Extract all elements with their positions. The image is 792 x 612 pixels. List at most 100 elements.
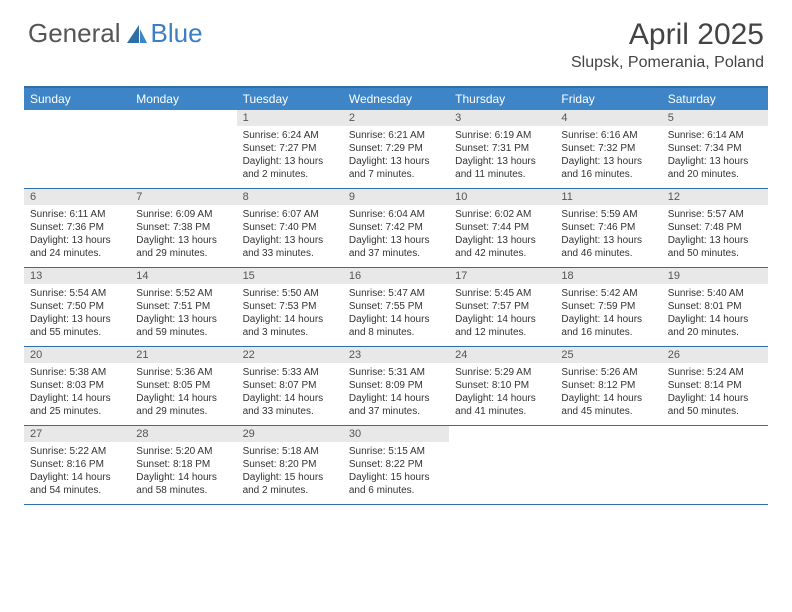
daylight1-text: Daylight: 14 hours <box>561 392 655 405</box>
sunrise-text: Sunrise: 6:02 AM <box>455 208 549 221</box>
day-info: Sunrise: 5:22 AMSunset: 8:16 PMDaylight:… <box>24 442 130 501</box>
sunset-text: Sunset: 8:14 PM <box>668 379 762 392</box>
calendar-cell: 16Sunrise: 5:47 AMSunset: 7:55 PMDayligh… <box>343 268 449 346</box>
sunset-text: Sunset: 7:29 PM <box>349 142 443 155</box>
daylight2-text: and 45 minutes. <box>561 405 655 418</box>
daylight2-text: and 50 minutes. <box>668 405 762 418</box>
date-number: 19 <box>662 268 768 284</box>
daylight1-text: Daylight: 14 hours <box>243 392 337 405</box>
daylight1-text: Daylight: 14 hours <box>668 313 762 326</box>
day-info: Sunrise: 5:47 AMSunset: 7:55 PMDaylight:… <box>343 284 449 343</box>
daylight1-text: Daylight: 13 hours <box>455 155 549 168</box>
daylight1-text: Daylight: 13 hours <box>136 234 230 247</box>
calendar-cell <box>555 426 661 504</box>
day-info: Sunrise: 5:20 AMSunset: 8:18 PMDaylight:… <box>130 442 236 501</box>
week-row: 20Sunrise: 5:38 AMSunset: 8:03 PMDayligh… <box>24 347 768 426</box>
day-info: Sunrise: 5:54 AMSunset: 7:50 PMDaylight:… <box>24 284 130 343</box>
daylight2-text: and 46 minutes. <box>561 247 655 260</box>
day-info: Sunrise: 6:21 AMSunset: 7:29 PMDaylight:… <box>343 126 449 185</box>
sunset-text: Sunset: 7:27 PM <box>243 142 337 155</box>
daylight1-text: Daylight: 15 hours <box>243 471 337 484</box>
day-info: Sunrise: 5:52 AMSunset: 7:51 PMDaylight:… <box>130 284 236 343</box>
daylight2-text: and 6 minutes. <box>349 484 443 497</box>
sunrise-text: Sunrise: 6:16 AM <box>561 129 655 142</box>
date-number: 25 <box>555 347 661 363</box>
daylight2-text: and 59 minutes. <box>136 326 230 339</box>
calendar-cell: 2Sunrise: 6:21 AMSunset: 7:29 PMDaylight… <box>343 110 449 188</box>
sunset-text: Sunset: 7:34 PM <box>668 142 762 155</box>
sunrise-text: Sunrise: 5:31 AM <box>349 366 443 379</box>
calendar-cell: 26Sunrise: 5:24 AMSunset: 8:14 PMDayligh… <box>662 347 768 425</box>
date-number: 24 <box>449 347 555 363</box>
day-header-cell: Tuesday <box>237 88 343 110</box>
daylight1-text: Daylight: 14 hours <box>668 392 762 405</box>
sunset-text: Sunset: 8:22 PM <box>349 458 443 471</box>
sunset-text: Sunset: 7:40 PM <box>243 221 337 234</box>
date-number: 26 <box>662 347 768 363</box>
day-header-row: SundayMondayTuesdayWednesdayThursdayFrid… <box>24 88 768 110</box>
daylight1-text: Daylight: 13 hours <box>30 234 124 247</box>
day-info: Sunrise: 5:24 AMSunset: 8:14 PMDaylight:… <box>662 363 768 422</box>
daylight2-text: and 20 minutes. <box>668 326 762 339</box>
sunset-text: Sunset: 7:55 PM <box>349 300 443 313</box>
header: General Blue April 2025 Slupsk, Pomerani… <box>0 0 792 78</box>
date-number: 22 <box>237 347 343 363</box>
daylight2-text: and 20 minutes. <box>668 168 762 181</box>
daylight2-text: and 8 minutes. <box>349 326 443 339</box>
sunrise-text: Sunrise: 5:33 AM <box>243 366 337 379</box>
calendar-cell: 13Sunrise: 5:54 AMSunset: 7:50 PMDayligh… <box>24 268 130 346</box>
day-info: Sunrise: 6:14 AMSunset: 7:34 PMDaylight:… <box>662 126 768 185</box>
sunset-text: Sunset: 8:12 PM <box>561 379 655 392</box>
sunrise-text: Sunrise: 5:22 AM <box>30 445 124 458</box>
sunset-text: Sunset: 8:16 PM <box>30 458 124 471</box>
daylight2-text: and 12 minutes. <box>455 326 549 339</box>
sunset-text: Sunset: 7:38 PM <box>136 221 230 234</box>
daylight1-text: Daylight: 13 hours <box>30 313 124 326</box>
sunrise-text: Sunrise: 5:24 AM <box>668 366 762 379</box>
sunrise-text: Sunrise: 5:52 AM <box>136 287 230 300</box>
sunrise-text: Sunrise: 5:45 AM <box>455 287 549 300</box>
daylight1-text: Daylight: 14 hours <box>136 471 230 484</box>
sunset-text: Sunset: 7:32 PM <box>561 142 655 155</box>
sunrise-text: Sunrise: 6:24 AM <box>243 129 337 142</box>
daylight1-text: Daylight: 14 hours <box>30 392 124 405</box>
calendar-cell: 24Sunrise: 5:29 AMSunset: 8:10 PMDayligh… <box>449 347 555 425</box>
day-info: Sunrise: 6:04 AMSunset: 7:42 PMDaylight:… <box>343 205 449 264</box>
daylight2-text: and 3 minutes. <box>243 326 337 339</box>
sunset-text: Sunset: 7:59 PM <box>561 300 655 313</box>
daylight2-text: and 2 minutes. <box>243 484 337 497</box>
date-number: 10 <box>449 189 555 205</box>
date-number: 18 <box>555 268 661 284</box>
sunset-text: Sunset: 8:10 PM <box>455 379 549 392</box>
sunset-text: Sunset: 7:36 PM <box>30 221 124 234</box>
day-info: Sunrise: 5:59 AMSunset: 7:46 PMDaylight:… <box>555 205 661 264</box>
daylight1-text: Daylight: 14 hours <box>30 471 124 484</box>
calendar-cell: 30Sunrise: 5:15 AMSunset: 8:22 PMDayligh… <box>343 426 449 504</box>
daylight1-text: Daylight: 13 hours <box>349 155 443 168</box>
daylight1-text: Daylight: 14 hours <box>455 313 549 326</box>
date-number: 12 <box>662 189 768 205</box>
day-info: Sunrise: 5:38 AMSunset: 8:03 PMDaylight:… <box>24 363 130 422</box>
sunset-text: Sunset: 7:51 PM <box>136 300 230 313</box>
calendar-cell: 29Sunrise: 5:18 AMSunset: 8:20 PMDayligh… <box>237 426 343 504</box>
date-number: 9 <box>343 189 449 205</box>
day-info: Sunrise: 6:07 AMSunset: 7:40 PMDaylight:… <box>237 205 343 264</box>
sunrise-text: Sunrise: 5:36 AM <box>136 366 230 379</box>
calendar-cell: 28Sunrise: 5:20 AMSunset: 8:18 PMDayligh… <box>130 426 236 504</box>
sunrise-text: Sunrise: 6:11 AM <box>30 208 124 221</box>
date-number: 3 <box>449 110 555 126</box>
calendar-cell: 14Sunrise: 5:52 AMSunset: 7:51 PMDayligh… <box>130 268 236 346</box>
daylight2-text: and 7 minutes. <box>349 168 443 181</box>
day-info: Sunrise: 5:26 AMSunset: 8:12 PMDaylight:… <box>555 363 661 422</box>
day-header-cell: Saturday <box>662 88 768 110</box>
daylight2-text: and 29 minutes. <box>136 247 230 260</box>
daylight1-text: Daylight: 13 hours <box>668 234 762 247</box>
date-number: 14 <box>130 268 236 284</box>
sunrise-text: Sunrise: 6:14 AM <box>668 129 762 142</box>
daylight1-text: Daylight: 13 hours <box>561 234 655 247</box>
logo: General Blue <box>28 18 203 49</box>
date-number <box>555 426 661 430</box>
date-number: 28 <box>130 426 236 442</box>
sunrise-text: Sunrise: 5:20 AM <box>136 445 230 458</box>
sunrise-text: Sunrise: 6:04 AM <box>349 208 443 221</box>
